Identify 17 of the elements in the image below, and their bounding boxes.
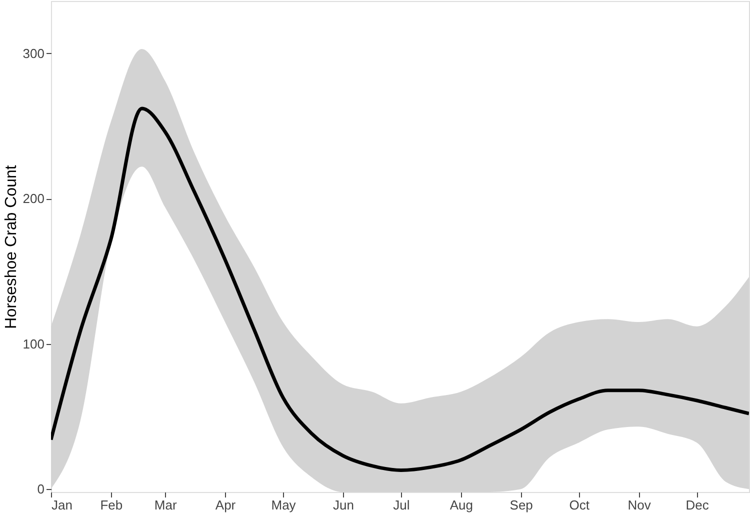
x-tick-label: Dec bbox=[686, 498, 710, 512]
y-tick-label: 300 bbox=[22, 46, 44, 61]
x-tick-label: Aug bbox=[450, 498, 473, 512]
x-tick-label: Jan bbox=[52, 498, 72, 512]
x-tick-label: May bbox=[271, 498, 296, 512]
x-tick-label: Apr bbox=[215, 498, 236, 512]
x-tick-label: Jun bbox=[332, 498, 354, 512]
x-tick-label: Sep bbox=[510, 498, 533, 512]
y-tick-label: 0 bbox=[37, 482, 44, 497]
x-tick-label: Feb bbox=[100, 498, 123, 512]
x-tick-label: Oct bbox=[569, 498, 590, 512]
x-tick-label: Mar bbox=[154, 498, 178, 512]
x-tick-label: Nov bbox=[628, 498, 652, 512]
x-tick-label: Jul bbox=[393, 498, 410, 512]
y-tick-label: 100 bbox=[22, 336, 44, 352]
y-axis-title: Horseshoe Crab Count bbox=[2, 164, 20, 329]
y-tick-label: 200 bbox=[22, 191, 44, 206]
